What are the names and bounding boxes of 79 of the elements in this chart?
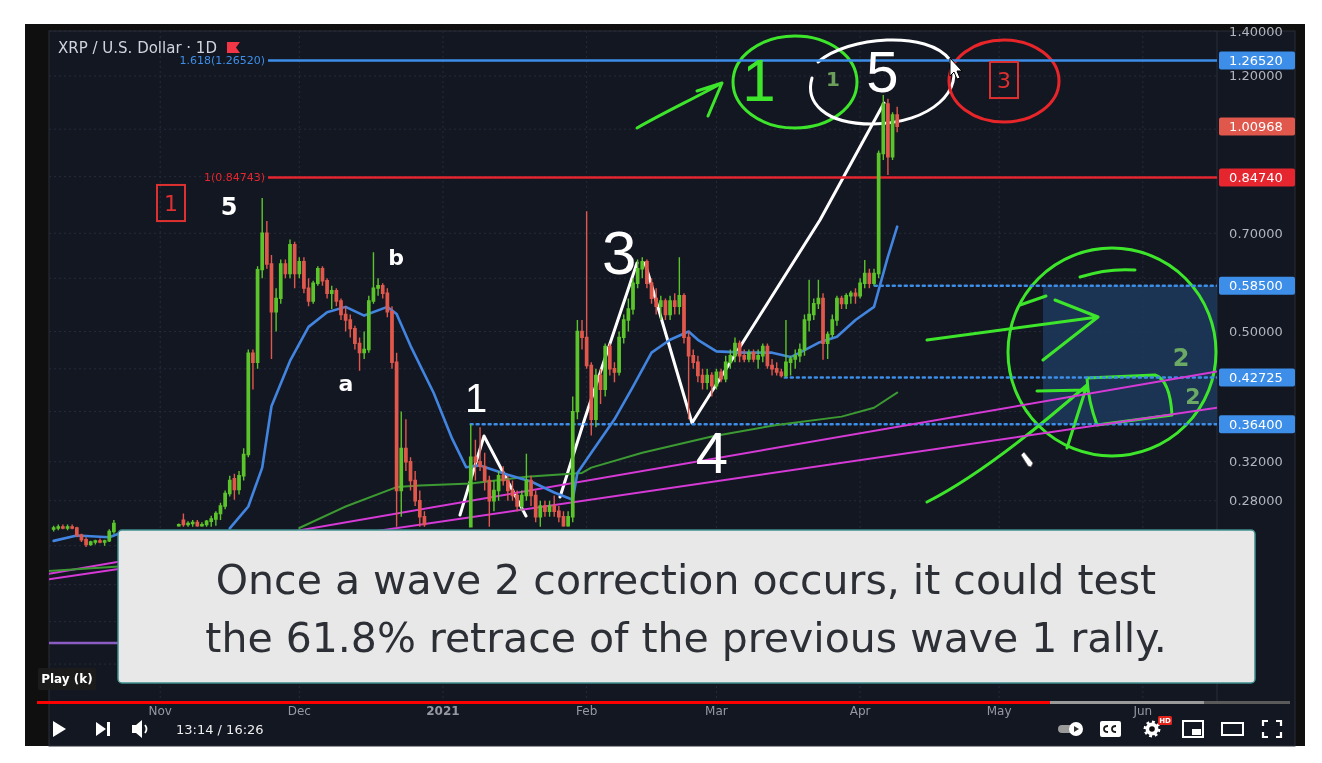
y-tick-label: 0.32000	[1229, 454, 1283, 470]
annotation: Once a wave 2 correction occurs, it could test	[215, 556, 1157, 604]
x-tick-label: Feb	[576, 704, 598, 718]
candlestick	[543, 500, 547, 518]
text: 13:14 / 16:26	[176, 721, 264, 737]
ref-line-label: 1.618(1.26520)	[179, 54, 265, 68]
candlestick	[774, 361, 779, 377]
candlestick	[84, 536, 88, 548]
candlestick	[603, 342, 608, 398]
annotation: a	[338, 370, 354, 396]
x-tick-label: Dec	[287, 704, 311, 718]
y-tick-label: 0.58500	[1229, 278, 1283, 294]
text: XRP / U.S. Dollar · 1D	[58, 39, 217, 57]
candlestick	[848, 290, 853, 305]
candlestick	[853, 287, 858, 305]
candlestick	[74, 526, 79, 539]
annotation: 1	[464, 376, 488, 420]
candlestick	[705, 368, 710, 391]
candlestick	[251, 348, 255, 391]
candlestick	[672, 292, 677, 316]
candlestick	[209, 514, 214, 528]
x-tick-label: Jun	[1132, 704, 1153, 718]
y-tick-label: 0.50000	[1229, 323, 1283, 339]
candlestick	[181, 512, 186, 528]
candlestick	[329, 284, 334, 310]
candlestick	[886, 98, 890, 176]
candlestick	[190, 519, 195, 528]
annotation: 3	[602, 217, 637, 287]
candlestick	[88, 540, 93, 547]
annotation: b	[388, 244, 404, 270]
candlestick	[56, 523, 61, 531]
candlestick	[747, 348, 751, 363]
candlestick	[176, 522, 181, 528]
y-tick-label: 1.00968	[1229, 118, 1283, 134]
annotation: 2	[1172, 344, 1190, 372]
y-tick-label: 0.42725	[1229, 369, 1283, 385]
candlestick	[719, 368, 723, 384]
candlestick	[61, 523, 65, 530]
candlestick	[538, 500, 543, 528]
candlestick	[468, 423, 473, 528]
candlestick	[200, 521, 204, 528]
candlestick	[288, 238, 292, 279]
annotation: 1	[826, 67, 840, 91]
annotation: 2	[1185, 383, 1201, 409]
candlestick	[552, 494, 557, 518]
annotation: 3	[997, 67, 1011, 93]
candlestick	[98, 537, 102, 544]
candlestick	[844, 292, 849, 310]
annotation: 5	[220, 193, 238, 221]
y-tick-label: 1.40000	[1229, 23, 1283, 39]
candlestick	[658, 295, 663, 321]
y-tick-label: 0.70000	[1229, 225, 1283, 241]
x-tick-label: Nov	[148, 704, 172, 718]
y-tick-label: 0.84740	[1229, 170, 1283, 186]
x-tick-label: 2021	[426, 704, 460, 718]
y-tick-label: 0.36400	[1229, 416, 1283, 432]
candlestick	[709, 371, 714, 398]
x-tick-label: May	[986, 704, 1012, 718]
candlestick	[195, 519, 200, 528]
candlestick	[292, 241, 297, 289]
candlestick	[399, 410, 404, 518]
ref-line-label: 1(0.84743)	[203, 171, 265, 185]
candlestick	[594, 368, 598, 429]
candlestick	[65, 523, 70, 531]
candlestick	[821, 292, 825, 361]
annotation: 1	[164, 190, 178, 216]
y-tick-label: 0.28000	[1229, 493, 1283, 509]
candlestick	[668, 295, 672, 321]
candlestick	[784, 319, 788, 379]
y-tick-label: 1.20000	[1229, 68, 1283, 84]
annotation: 1	[742, 46, 776, 114]
x-tick-label: Mar	[705, 704, 728, 718]
candlestick	[297, 256, 302, 279]
x-tick-label: Apr	[849, 704, 871, 718]
candlestick	[93, 538, 98, 546]
y-tick-label: 1.26520	[1229, 53, 1283, 69]
candlestick	[677, 256, 682, 316]
candlestick	[895, 106, 900, 133]
candlestick	[51, 525, 56, 533]
